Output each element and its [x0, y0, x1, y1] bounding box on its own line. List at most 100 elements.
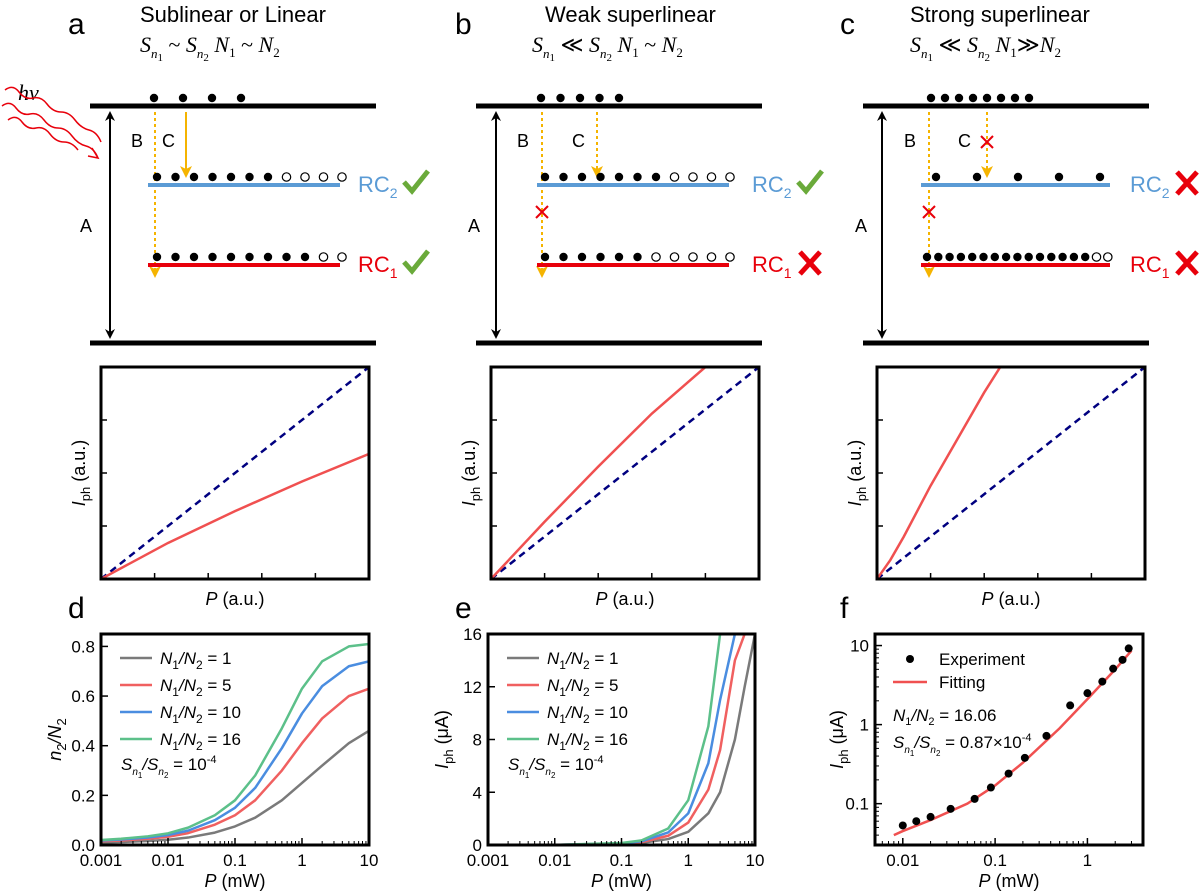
photocurrent-curve [877, 367, 1002, 579]
carrier-dot-row [922, 252, 1113, 262]
linear-reference-line [101, 367, 369, 579]
light-wave-icon [1, 86, 102, 160]
electron-dot [595, 93, 604, 103]
y-axis-label: Iph (a.u.) [69, 440, 93, 507]
experiment-point [1109, 664, 1118, 673]
y-tick-label: 0.2 [71, 786, 95, 805]
x-axis-label: P (a.u.) [595, 589, 654, 609]
y-tick-label: 0.0 [71, 836, 95, 855]
legend-label: Experiment [939, 650, 1025, 669]
eq-rel-b: ≪ [561, 32, 584, 57]
electron-dot [1024, 93, 1034, 103]
legend-label: N1/N2 = 5 [547, 676, 619, 699]
electron-dot [922, 252, 932, 262]
y-tick-label: 0.1 [845, 795, 869, 814]
x-tick-label: 0.01 [886, 851, 919, 870]
electron-dot [263, 172, 273, 182]
electron-dot [282, 252, 291, 262]
electron-dot [577, 172, 587, 182]
x-axis-label: P (mW) [205, 871, 266, 891]
y-tick-label: 0 [473, 836, 482, 855]
empty-state-dot [337, 252, 347, 262]
y-tick-label: 0.6 [71, 687, 95, 706]
label-A-c: A [855, 216, 867, 236]
electron-dot [149, 93, 159, 103]
electron-dot [614, 172, 624, 182]
x-tick-label: 0.01 [151, 851, 184, 870]
electron-dot [559, 172, 568, 182]
electron-dot [300, 252, 310, 262]
electron-dot [536, 93, 546, 103]
carrier-dot-row [540, 172, 735, 182]
electron-dot [968, 252, 977, 262]
carrier-dot-row [540, 252, 735, 262]
electron-dot [226, 172, 236, 182]
empty-state-dot [706, 252, 717, 262]
empty-state-dot [651, 252, 661, 262]
panel-label-c: c [840, 8, 855, 41]
ratio-annotation: N1/N2 = 16.06 [893, 706, 996, 728]
eq-n-rel-c: ≫ [1017, 32, 1040, 57]
x-axis-label: P (mW) [591, 871, 652, 891]
electron-dot [1054, 172, 1064, 182]
line-chart-e: 0.001 0.01 0.1 1 10 0 4 8 12 16 P (mW) Iph (μA) N1/N… [432, 625, 764, 891]
legend-label: Fitting [939, 673, 985, 692]
experiment-point [926, 812, 935, 821]
electron-dot [575, 93, 585, 103]
condition-c: Sn1 ≪ Sn2 N1≫N2 [910, 32, 1061, 64]
legend-label: N1/N2 = 16 [547, 730, 628, 753]
electron-dot [614, 93, 624, 103]
electron-dot [979, 252, 988, 262]
electron-dot [931, 172, 941, 182]
electron-dot [1047, 252, 1056, 262]
cross-icon [798, 250, 822, 276]
x-tick-label: 0.001 [80, 851, 123, 870]
electron-dot [596, 172, 605, 182]
label-B-b: B [517, 131, 529, 151]
electron-dot [1024, 252, 1033, 262]
legend-label: N1/N2 = 5 [160, 676, 232, 699]
electron-dot [236, 93, 246, 103]
x-tick-label: 1 [1083, 851, 1092, 870]
electron-dot [207, 93, 217, 103]
scatter-chart-f: 0.01 0.1 1 0.1 1 10 P (mW) Iph (μA) Experiment Fi… [827, 632, 1145, 891]
electron-dot [1069, 252, 1079, 262]
ratio-annotation: Sn1/Sn2 = 10-4 [508, 754, 604, 780]
legend-label: N1/N2 = 1 [160, 649, 232, 672]
y-tick-label: 0.8 [71, 637, 95, 656]
electron-dot [1001, 252, 1011, 262]
electron-dot [1013, 172, 1023, 182]
experiment-point [898, 821, 907, 830]
electron-dot [226, 252, 236, 262]
electron-dot [972, 172, 982, 182]
y-tick-label: 10 [850, 637, 869, 656]
experiment-point [946, 804, 955, 813]
electron-dot [633, 172, 642, 182]
y-tick-label: 4 [473, 783, 482, 802]
electron-dot [990, 252, 999, 262]
y-tick-label: 0.4 [71, 737, 95, 756]
schematic-plot-c: P (a.u.) Iph (a.u.) [845, 365, 1147, 609]
label-C-a: C [162, 131, 175, 151]
electron-dot [614, 252, 624, 262]
carrier-dot-row [931, 172, 1105, 182]
electron-dot [556, 93, 565, 103]
experiment-point [1098, 677, 1107, 686]
empty-state-dot [318, 252, 329, 262]
electron-dot [633, 252, 642, 262]
empty-state-dot [688, 172, 698, 182]
diagram-c: c Strong superlinear Sn1 ≪ Sn2 N1≫N2 A B… [840, 2, 1199, 346]
panel-title-b: Weak superlinear [545, 2, 716, 27]
experiment-point [1066, 701, 1075, 710]
empty-state-dot [300, 172, 310, 182]
empty-state-dot [669, 252, 680, 262]
electron-dot [263, 252, 273, 262]
legend-label: N1/N2 = 10 [547, 703, 628, 726]
y-axis-label: Iph (μA) [432, 710, 456, 769]
x-tick-label: 10 [746, 851, 765, 870]
ratio-annotation: Sn1/Sn2 = 10-4 [121, 754, 217, 780]
carrier-dot-row [152, 172, 347, 182]
experiment-point [970, 794, 979, 803]
electron-dot [982, 93, 992, 103]
